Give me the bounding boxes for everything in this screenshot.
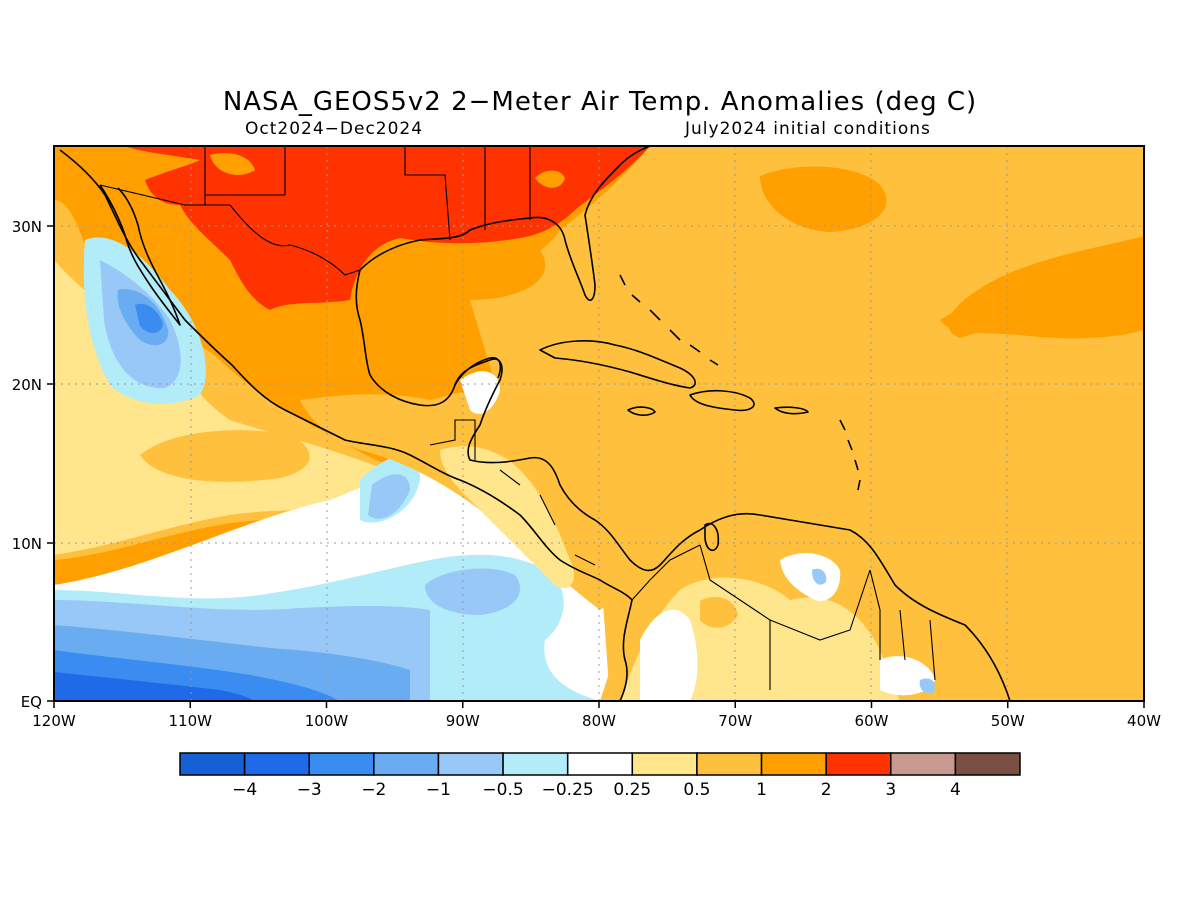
y-tick-label: EQ (21, 693, 42, 711)
colorbar-swatch (954, 752, 1021, 776)
field-southam-cool (812, 568, 827, 585)
coastline-pacific (59, 149, 633, 701)
colorbar-label: −2 (361, 780, 386, 800)
border-us-states (204, 146, 531, 241)
x-tick-label: 80W (582, 712, 616, 730)
coastline-baja (99, 184, 181, 326)
field-centralam-yellow (440, 446, 575, 589)
field-cool-patch-2 (368, 474, 410, 519)
x-tick-label: 110W (169, 712, 213, 730)
colorbar-swatch (631, 752, 698, 776)
x-axis: 120W 110W 100W 90W 80W 70W 60W 50W 40W (32, 701, 1161, 730)
colorbar-swatch (890, 752, 957, 776)
y-tick-label: 10N (12, 535, 42, 553)
x-tick-label: 70W (718, 712, 752, 730)
colorbar-swatch (825, 752, 892, 776)
colorbar-label: −3 (297, 780, 322, 800)
x-tick-label: 120W (32, 712, 76, 730)
colorbar-label: −4 (232, 780, 257, 800)
coastline-gulf-north (359, 146, 651, 301)
x-tick-label: 60W (855, 712, 889, 730)
colorbar-label: −0.5 (482, 780, 523, 800)
field-atlantic-orange (760, 166, 887, 232)
field-gulf-orange (350, 246, 546, 420)
field-florida (555, 229, 595, 294)
y-tick-label: 20N (12, 376, 42, 394)
coastline-gulf (355, 269, 1011, 701)
border-southam (631, 544, 936, 690)
coastline-bahamas (619, 274, 719, 366)
colorbar-swatch (502, 752, 569, 776)
field-cool-nw-4 (135, 303, 163, 334)
field-orange-island (535, 170, 565, 188)
colorbar-label: 4 (950, 780, 961, 800)
field-orange-island-2 (210, 153, 255, 175)
colorbar-label: 0.5 (683, 780, 710, 800)
colorbar-label: 1 (756, 780, 767, 800)
colorbar-label: −1 (426, 780, 451, 800)
x-tick-label: 100W (305, 712, 349, 730)
colorbar-label: 2 (821, 780, 832, 800)
x-tick-label: 90W (446, 712, 480, 730)
colorbar-label: −0.25 (542, 780, 594, 800)
x-tick-label: 40W (1127, 712, 1161, 730)
field-atlantic-orange-2 (940, 238, 1144, 339)
border-centralam (429, 419, 596, 566)
field-pacific-orange-patch (140, 430, 310, 482)
map-title: NASA_GEOS5v2 2−Meter Air Temp. Anomalies… (223, 87, 977, 117)
field-red-us (125, 146, 650, 310)
political-borders (99, 146, 936, 690)
coastline-cuba (539, 340, 696, 389)
field-pacific-yellow (54, 260, 420, 555)
colorbar-swatch (243, 752, 310, 776)
colorbar-swatch (308, 752, 375, 776)
field-cool-5 (54, 672, 255, 701)
border-us-mexico (99, 184, 361, 276)
colorbar-swatch (373, 752, 440, 776)
colorbar-label: 3 (885, 780, 896, 800)
gridlines (54, 146, 1144, 701)
coastline-jamaica (627, 406, 656, 416)
colorbar-swatch (566, 752, 634, 776)
field-yucatan-neutral (460, 371, 500, 414)
coastline-puerto-rico (774, 406, 809, 415)
map-subtitle-initial-conditions: July2024 initial conditions (684, 119, 931, 139)
field-southam-neutral-2 (780, 553, 841, 601)
field-southam-cool-2 (919, 678, 936, 694)
coastline-yucatan (454, 356, 502, 386)
colorbar-swatch (696, 752, 763, 776)
x-tick-label: 50W (991, 712, 1025, 730)
coastline-lesser-antilles (839, 419, 861, 491)
colorbar: −4 −3 −2 −1 −0.5 −0.25 0.25 0.5 1 2 3 4 (179, 752, 1021, 800)
field-southam-patch (700, 596, 738, 628)
colorbar-label: 0.25 (613, 780, 651, 800)
field-southam-neutral (640, 609, 698, 701)
y-tick-label: 30N (12, 218, 42, 236)
y-axis: 30N 20N 10N EQ (12, 218, 54, 711)
field-cool-patch (425, 568, 521, 615)
colorbar-swatch (437, 752, 504, 776)
map-subtitle-period: Oct2024−Dec2024 (245, 119, 423, 139)
anomaly-field (54, 146, 1144, 701)
colorbar-swatch (760, 752, 827, 776)
colorbar-swatch (179, 752, 246, 776)
coastline-hispaniola (689, 389, 755, 412)
coastline-maracaibo (704, 522, 720, 552)
coastlines (59, 146, 1011, 701)
